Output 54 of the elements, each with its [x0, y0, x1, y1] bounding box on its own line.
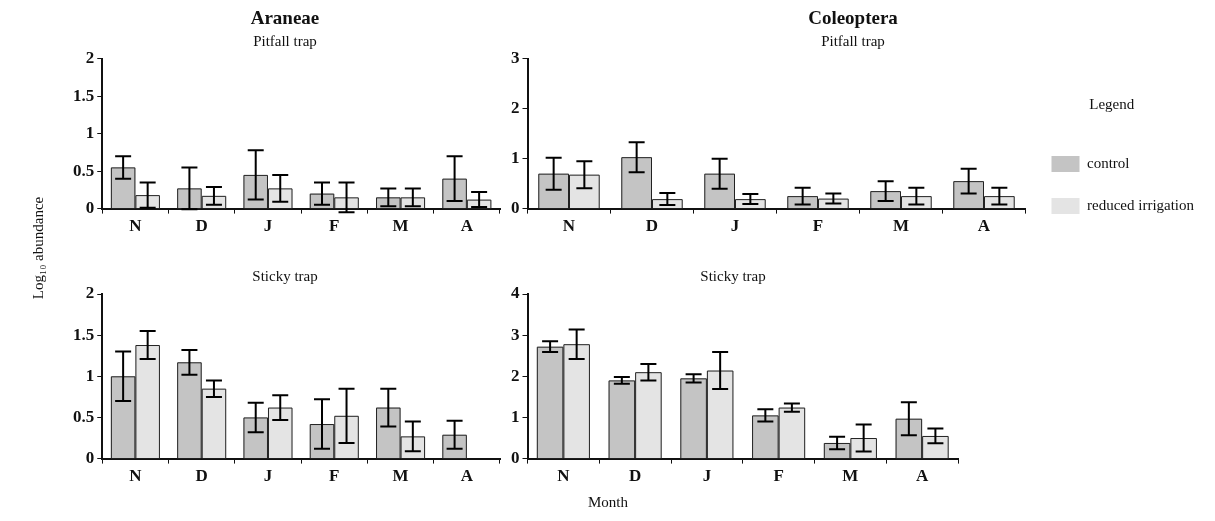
- legend-label: control: [1087, 154, 1130, 171]
- x-axis-title: Month: [587, 494, 629, 511]
- x-tick-label: F: [329, 466, 340, 486]
- chart-title: Coleoptera: [808, 7, 899, 29]
- x-tick-label: J: [702, 466, 712, 486]
- chart-subtitle: Pitfall trap: [253, 32, 317, 49]
- x-tick-label: J: [730, 216, 740, 236]
- x-tick-label: M: [892, 216, 910, 236]
- x-tick-label: J: [263, 216, 273, 236]
- chart-title: Araneae: [250, 7, 320, 29]
- x-tick-label: N: [557, 466, 571, 486]
- y-tick-label: 1: [85, 365, 95, 385]
- x-tick-label: F: [812, 216, 824, 236]
- x-tick-label: D: [195, 466, 208, 486]
- y-tick-label: 1.5: [73, 324, 95, 344]
- y-tick-label: 0: [85, 447, 95, 467]
- y-tick-label: 1: [85, 123, 95, 143]
- x-tick-label: J: [263, 466, 273, 486]
- y-tick-label: 0: [85, 197, 95, 217]
- chart-subtitle: Sticky trap: [252, 267, 318, 284]
- y-tick-label: 2: [85, 283, 95, 303]
- chart-subtitle: Sticky trap: [700, 267, 766, 284]
- y-tick-label: 2: [511, 98, 520, 118]
- x-tick-label: D: [195, 216, 208, 236]
- y-tick-label: 0: [511, 447, 520, 467]
- chart-subtitle: Pitfall trap: [821, 32, 885, 49]
- x-tick-label: A: [977, 216, 991, 236]
- x-tick-label: N: [562, 216, 576, 236]
- y-tick-label: 0.5: [73, 406, 95, 426]
- y-tick-label: 2: [85, 48, 95, 68]
- y-tick-label: 1.5: [73, 85, 95, 105]
- y-tick-label: 2: [511, 365, 520, 385]
- y-tick-label: 3: [511, 324, 520, 344]
- x-tick-label: N: [129, 216, 143, 236]
- y-tick-label: 4: [511, 283, 520, 303]
- legend-label: reduced irrigation: [1087, 196, 1195, 213]
- x-tick-label: N: [129, 466, 143, 486]
- x-tick-label: D: [628, 466, 642, 486]
- x-tick-label: M: [842, 466, 859, 486]
- legend-title: Legend: [1089, 96, 1135, 113]
- x-tick-label: F: [329, 216, 340, 236]
- y-tick-label: 0: [511, 197, 520, 217]
- x-tick-label: A: [460, 466, 474, 486]
- x-tick-label: F: [773, 466, 784, 486]
- x-tick-label: A: [460, 216, 474, 236]
- y-tick-label: 1: [511, 406, 520, 426]
- x-tick-label: A: [915, 466, 929, 486]
- x-tick-label: D: [645, 216, 659, 236]
- y-tick-label: 0.5: [73, 160, 95, 180]
- x-tick-label: M: [392, 216, 409, 236]
- y-tick-label: 1: [511, 148, 520, 168]
- y-axis-title: Log₁₀ abundance: [29, 196, 47, 300]
- y-tick-label: 3: [511, 48, 520, 68]
- x-tick-label: M: [392, 466, 409, 486]
